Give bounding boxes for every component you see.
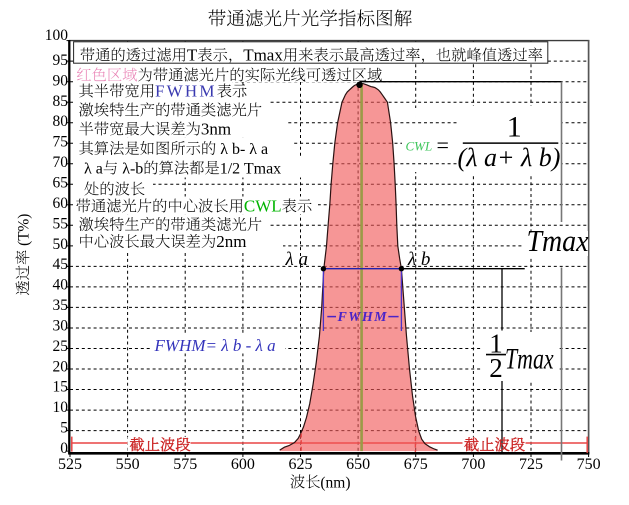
svg-text:55: 55 <box>53 215 69 232</box>
svg-text:λ b- λ a: λ b- λ a <box>220 141 268 158</box>
svg-text:λ b: λ b <box>407 249 430 270</box>
svg-text:600: 600 <box>231 456 255 473</box>
svg-text:575: 575 <box>173 456 197 473</box>
svg-text:95: 95 <box>53 52 69 69</box>
svg-text:CWL: CWL <box>244 196 282 215</box>
svg-text:90: 90 <box>53 72 69 89</box>
svg-text:45: 45 <box>53 256 69 273</box>
svg-text:40: 40 <box>53 277 69 294</box>
svg-text:FWHM: FWHM <box>155 81 217 100</box>
svg-text:35: 35 <box>53 297 69 314</box>
svg-text:Tmax: Tmax <box>527 225 589 259</box>
svg-text:=: = <box>437 133 449 158</box>
svg-text:725: 725 <box>519 456 543 473</box>
svg-text:525: 525 <box>58 456 82 473</box>
svg-text:Tmax: Tmax <box>505 342 554 375</box>
svg-text:5: 5 <box>60 420 68 437</box>
svg-text:100: 100 <box>45 27 69 44</box>
svg-text:700: 700 <box>461 456 485 473</box>
svg-text:1/2 Tmax: 1/2 Tmax <box>220 160 281 177</box>
svg-text:FWHM= λ b - λ a: FWHM= λ b - λ a <box>154 336 276 355</box>
svg-text:85: 85 <box>53 93 69 110</box>
svg-text:10: 10 <box>53 399 69 416</box>
svg-text:FWHM: FWHM <box>337 310 388 325</box>
svg-text:625: 625 <box>289 456 313 473</box>
svg-text:65: 65 <box>53 175 69 192</box>
svg-text:λ a: λ a <box>84 160 103 177</box>
svg-text:25: 25 <box>53 338 69 355</box>
svg-text:λ a: λ a <box>285 249 308 270</box>
svg-text:650: 650 <box>346 456 370 473</box>
svg-text:675: 675 <box>404 456 428 473</box>
svg-text:(T%): (T%) <box>15 214 32 246</box>
svg-text:0: 0 <box>60 440 68 457</box>
svg-text:750: 750 <box>577 456 601 473</box>
svg-text:80: 80 <box>53 113 69 130</box>
svg-text:T: T <box>187 45 198 64</box>
svg-text:50: 50 <box>53 236 69 253</box>
svg-text:λ-b: λ-b <box>122 160 143 177</box>
svg-text:70: 70 <box>53 154 69 171</box>
svg-text:(λ a+ λ b): (λ a+ λ b) <box>458 143 561 172</box>
svg-text:1: 1 <box>507 110 522 143</box>
svg-text:30: 30 <box>53 317 69 334</box>
svg-text:550: 550 <box>116 456 140 473</box>
svg-text:75: 75 <box>53 134 69 151</box>
svg-text:15: 15 <box>53 379 69 396</box>
svg-text:CWL: CWL <box>406 139 433 154</box>
svg-text:3nm: 3nm <box>201 119 231 138</box>
svg-text:2nm: 2nm <box>216 232 246 251</box>
svg-text:2: 2 <box>489 353 503 383</box>
svg-text:(nm): (nm) <box>320 474 350 491</box>
svg-text:20: 20 <box>53 358 69 375</box>
svg-text:1: 1 <box>489 328 503 358</box>
svg-text:60: 60 <box>53 195 69 212</box>
svg-text:Tmax: Tmax <box>243 45 283 64</box>
